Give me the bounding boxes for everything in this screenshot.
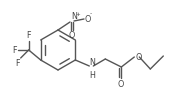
Text: +: +	[75, 12, 80, 17]
Text: F: F	[15, 59, 20, 68]
Text: -: -	[90, 11, 92, 16]
Text: N: N	[89, 58, 95, 67]
Text: O: O	[117, 80, 124, 89]
Text: O: O	[135, 53, 142, 61]
Text: O: O	[69, 31, 75, 40]
Text: N: N	[71, 12, 77, 21]
Text: F: F	[26, 31, 31, 40]
Text: F: F	[12, 45, 17, 54]
Text: O: O	[85, 15, 91, 24]
Text: H: H	[89, 71, 95, 80]
